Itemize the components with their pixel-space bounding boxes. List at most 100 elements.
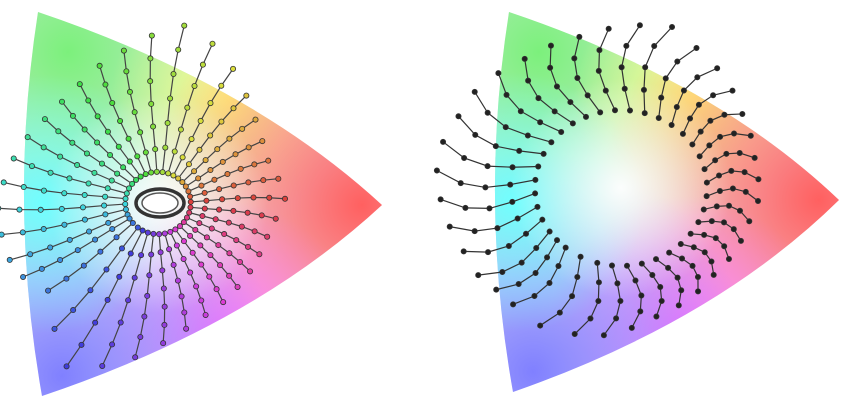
hue-point: [16, 206, 23, 213]
hue-point: [126, 185, 133, 192]
hue-point: [63, 363, 70, 370]
hue-point: [577, 253, 584, 260]
hue-point: [226, 272, 233, 279]
hue-point: [649, 272, 656, 279]
hue-point: [226, 250, 233, 257]
hue-point: [741, 169, 748, 176]
hue-point: [117, 319, 124, 326]
hue-point: [170, 71, 177, 78]
hue-point: [695, 101, 702, 108]
hue-point: [558, 128, 565, 135]
hue-point: [613, 315, 620, 322]
hue-point: [571, 331, 578, 338]
hue-point: [713, 203, 720, 210]
hue-point: [600, 332, 607, 339]
hue-point: [175, 175, 182, 182]
hue-point: [196, 146, 203, 153]
hue-point: [701, 231, 708, 238]
hue-point: [104, 185, 111, 192]
hue-point: [514, 215, 521, 222]
hue-point: [196, 220, 203, 227]
hue-point: [264, 233, 271, 240]
hue-point: [109, 341, 116, 348]
hue-point: [198, 261, 205, 268]
hue-point: [207, 252, 214, 259]
hue-point: [729, 87, 736, 94]
hue-point: [658, 297, 665, 304]
hue-point: [125, 297, 132, 304]
hue-point: [137, 173, 144, 180]
hue-point: [721, 243, 728, 250]
panel-right: [421, 0, 841, 401]
hue-point: [492, 143, 499, 150]
hue-point: [551, 108, 558, 115]
hue-point: [244, 243, 251, 250]
hue-point: [129, 180, 136, 187]
hue-point: [460, 248, 467, 255]
hue-point: [642, 64, 649, 71]
hue-point: [199, 213, 206, 220]
hue-point: [567, 99, 574, 106]
hue-point: [251, 228, 258, 235]
hue-point: [618, 64, 625, 71]
hue-point: [653, 256, 660, 263]
hue-point: [172, 226, 179, 233]
hue-point: [187, 232, 194, 239]
hue-point: [191, 168, 198, 175]
hue-point: [141, 313, 148, 320]
hue-point: [123, 190, 130, 197]
hue-point: [725, 255, 732, 262]
hue-point: [532, 190, 539, 197]
hue-point: [115, 143, 122, 150]
hue-point: [125, 135, 132, 142]
hue-point: [623, 42, 630, 49]
hue-point: [159, 267, 166, 274]
hue-point: [94, 113, 101, 120]
hue-point: [595, 279, 602, 286]
hue-point: [282, 195, 289, 202]
hue-point: [621, 85, 628, 92]
hue-point: [746, 218, 753, 225]
hue-point: [638, 292, 645, 299]
hue-point: [57, 153, 64, 160]
hue-point: [726, 202, 733, 209]
hue-point: [51, 325, 58, 332]
hue-point: [58, 98, 65, 105]
hue-point: [230, 182, 237, 189]
hue-point: [171, 148, 178, 155]
hue-point: [535, 95, 542, 102]
hue-point: [161, 230, 168, 237]
hue-point: [41, 116, 48, 123]
hue-point: [197, 242, 204, 249]
hue-point: [457, 180, 464, 187]
hue-point: [191, 82, 198, 89]
hue-point: [678, 287, 685, 294]
hue-point: [138, 252, 145, 259]
hue-point: [515, 281, 522, 288]
hue-point: [58, 205, 65, 212]
hue-point: [673, 104, 680, 111]
hue-point: [127, 250, 134, 257]
hue-point: [521, 55, 528, 62]
hue-point: [597, 109, 604, 116]
hue-point: [103, 266, 110, 273]
hue-point: [99, 362, 106, 369]
hue-point: [185, 188, 192, 195]
hue-point: [96, 62, 103, 69]
hue-point: [617, 297, 624, 304]
hue-point: [134, 153, 141, 160]
hue-point: [94, 139, 101, 146]
hue-point: [446, 223, 453, 230]
hue-point: [244, 209, 251, 216]
hue-point: [605, 25, 612, 32]
panel-left: [0, 0, 420, 401]
hue-point: [690, 244, 697, 251]
hue-point: [201, 205, 208, 212]
hue-point: [611, 107, 618, 114]
hue-point: [275, 175, 282, 182]
hue-point: [131, 109, 138, 116]
hue-point: [102, 81, 109, 88]
hue-line: [47, 222, 134, 292]
hue-point: [525, 77, 532, 84]
